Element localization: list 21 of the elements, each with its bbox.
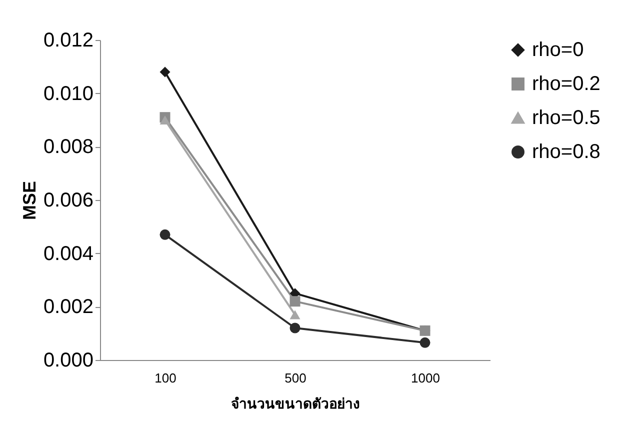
y-tick-label: 0.006 <box>43 190 94 212</box>
y-tick-label: 0.012 <box>43 30 94 52</box>
point <box>420 337 430 348</box>
legend-label: rho=0.2 <box>532 73 600 95</box>
point <box>290 296 300 307</box>
x-tick-label: 1000 <box>411 370 440 386</box>
x-tick-label: 500 <box>284 370 306 386</box>
y-tick-label: 0.010 <box>43 82 94 105</box>
x-tick-label: 100 <box>154 370 176 386</box>
legend-label: rho=0.5 <box>532 107 600 129</box>
point <box>290 322 300 334</box>
point <box>160 229 170 240</box>
legend-label: rho=0 <box>532 39 584 61</box>
y-tick-label: 0.000 <box>43 350 94 372</box>
x-axis-title: จำนวนขนาดตัวอย่าง <box>231 396 360 412</box>
y-tick-label: 0.002 <box>43 296 94 318</box>
point <box>160 66 170 78</box>
legend-label: rho=0.8 <box>532 141 600 163</box>
y-tick-label: 0.004 <box>43 242 94 265</box>
y-axis-title: MSE <box>19 180 40 220</box>
y-tick-label: 0.008 <box>43 136 94 158</box>
